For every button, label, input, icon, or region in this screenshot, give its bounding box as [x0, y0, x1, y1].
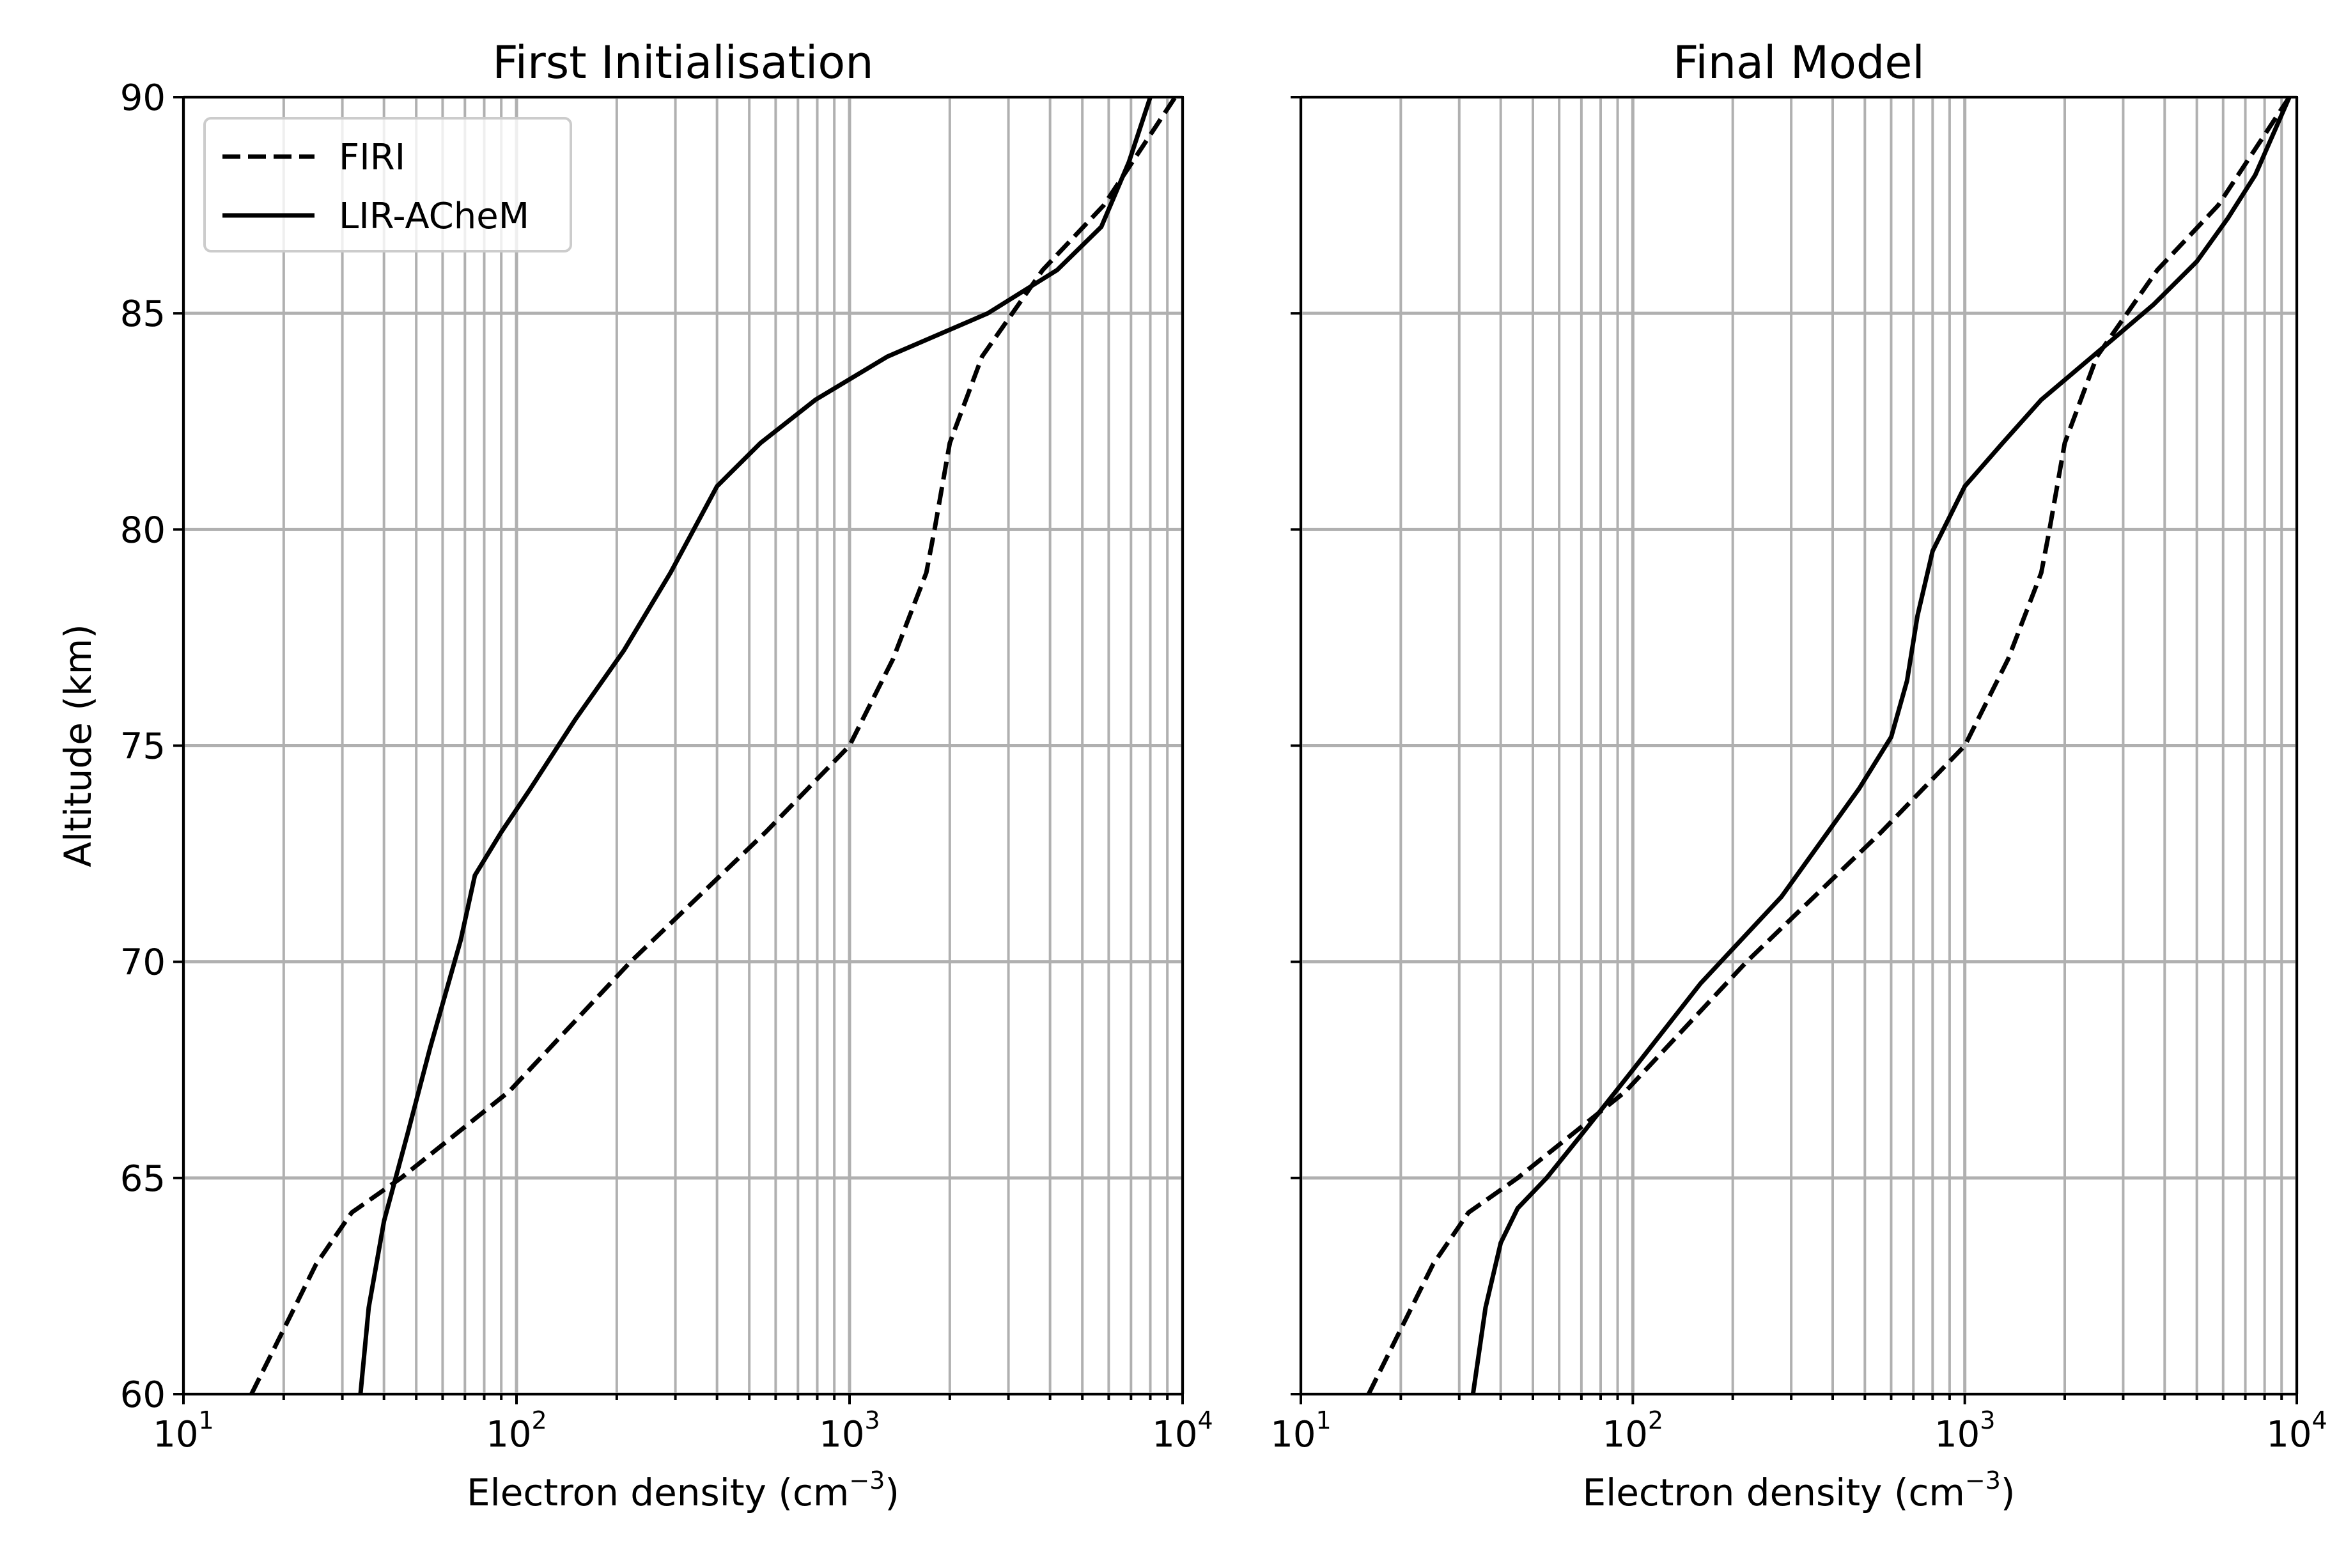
legend-label-lir-achem: LIR-ACheM [339, 196, 529, 237]
y-tick-label: 80 [120, 509, 166, 551]
y-tick-label: 70 [120, 942, 166, 984]
x-tick-label: 103 [819, 1406, 880, 1455]
y-tick-label: 60 [120, 1374, 166, 1416]
y-tick-label: 65 [120, 1158, 166, 1200]
x-tick-label: 102 [486, 1406, 547, 1455]
legend-label-firi: FIRI [339, 137, 405, 178]
x-tick-label: 104 [2266, 1406, 2327, 1455]
grid [182, 95, 1185, 1396]
series-line-firi [249, 96, 1177, 1395]
y-axis-label: Altitude (km) [56, 624, 100, 867]
y-tick-label: 90 [120, 77, 166, 119]
x-axis-label: Electron density (cm−3) [467, 1466, 899, 1514]
x-tick-label: 103 [1934, 1406, 1995, 1455]
legend-box [203, 117, 572, 252]
x-axis-label: Electron density (cm−3) [1582, 1466, 2015, 1514]
panel-final-model: 101 102 103 104 Final Model Electron densit… [1270, 36, 2327, 1514]
axis-ticks: 101 102 103 104 [1270, 96, 2327, 1455]
x-tick-label: 101 [153, 1406, 214, 1455]
x-tick-label: 104 [1152, 1406, 1213, 1455]
chart-title: Final Model [1673, 36, 1925, 89]
panel-first-initialisation: 101 102 103 104 60 65 70 75 80 85 90 First Initial… [56, 36, 1213, 1514]
legend: FIRI LIR-ACheM [203, 117, 572, 252]
grid [1299, 95, 2299, 1396]
y-tick-label: 75 [120, 726, 166, 768]
y-tick-label: 85 [120, 293, 166, 335]
series-line-firi [1366, 96, 2292, 1395]
series-line-lir-achem [1470, 96, 2292, 1395]
series-line-lir-achem [358, 96, 1153, 1395]
x-tick-label: 102 [1603, 1406, 1663, 1455]
axis-ticks: 101 102 103 104 60 65 70 75 80 85 90 [120, 77, 1213, 1455]
chart-title: First Initialisation [492, 36, 873, 89]
x-tick-label: 101 [1270, 1406, 1331, 1455]
